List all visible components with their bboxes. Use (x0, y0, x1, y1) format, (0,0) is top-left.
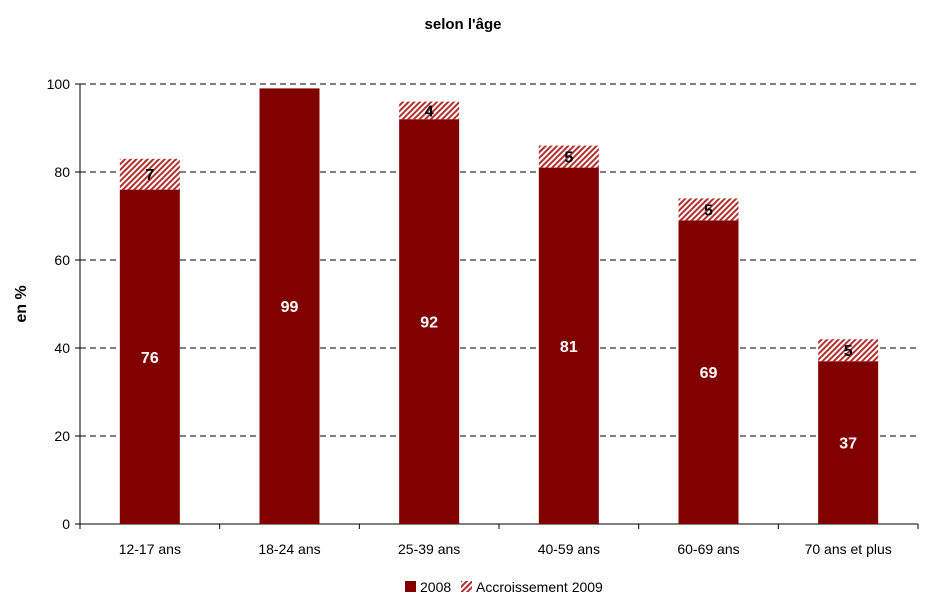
data-labels: 76 7 99 92 4 81 5 69 5 37 5 (141, 103, 857, 452)
axes: 0 20 40 60 80 100 en % 12-17 ans 18-24 ans 25-39 … (13, 76, 919, 557)
legend-swatch-2008 (405, 581, 416, 592)
data-label-accroissement-2009: 5 (844, 343, 853, 360)
bar-2008 (538, 167, 599, 524)
x-category-label: 70 ans et plus (805, 541, 892, 557)
bar-accroissement-2009 (399, 101, 460, 120)
x-category-label: 40-59 ans (538, 541, 600, 557)
y-tick-label: 0 (62, 516, 70, 532)
legend-label-2008: 2008 (420, 579, 451, 595)
data-label-2008: 76 (141, 350, 159, 367)
legend: 2008 Accroissement 2009 (405, 579, 603, 595)
x-category-label: 12-17 ans (119, 541, 181, 557)
data-label-accroissement-2009: 4 (425, 103, 434, 120)
x-category-label: 18-24 ans (258, 541, 320, 557)
y-tick-label: 20 (54, 428, 70, 444)
chart-title: selon l'âge (424, 16, 502, 33)
legend-label-accroissement-2009: Accroissement 2009 (476, 579, 603, 595)
data-label-2008: 81 (560, 339, 578, 356)
data-label-2008: 37 (839, 436, 857, 453)
bar-accroissement-2009 (538, 145, 599, 168)
data-label-2008: 92 (420, 315, 438, 332)
data-label-accroissement-2009: 7 (145, 167, 154, 184)
data-label-2008: 69 (700, 365, 718, 382)
y-axis-label: en % (13, 285, 30, 322)
x-category-label: 60-69 ans (677, 541, 739, 557)
bar-2008 (399, 119, 460, 524)
legend-swatch-accroissement-2009 (461, 581, 472, 592)
bar-accroissement-2009 (119, 158, 180, 190)
bar-2008 (818, 361, 879, 524)
bar-2008 (119, 189, 180, 524)
bars (119, 88, 879, 525)
y-tick-label: 80 (54, 164, 70, 180)
y-tick-label: 40 (54, 340, 70, 356)
bar-2008 (678, 220, 739, 524)
data-label-accroissement-2009: 5 (704, 202, 713, 219)
bar-2008 (259, 88, 320, 525)
y-tick-label: 100 (47, 76, 71, 92)
data-label-accroissement-2009: 5 (564, 150, 573, 167)
x-category-label: 25-39 ans (398, 541, 460, 557)
grid-lines (80, 83, 918, 437)
bar-accroissement-2009 (818, 339, 879, 362)
y-tick-label: 60 (54, 252, 70, 268)
bar-accroissement-2009 (678, 198, 739, 221)
data-label-2008: 99 (281, 299, 299, 316)
